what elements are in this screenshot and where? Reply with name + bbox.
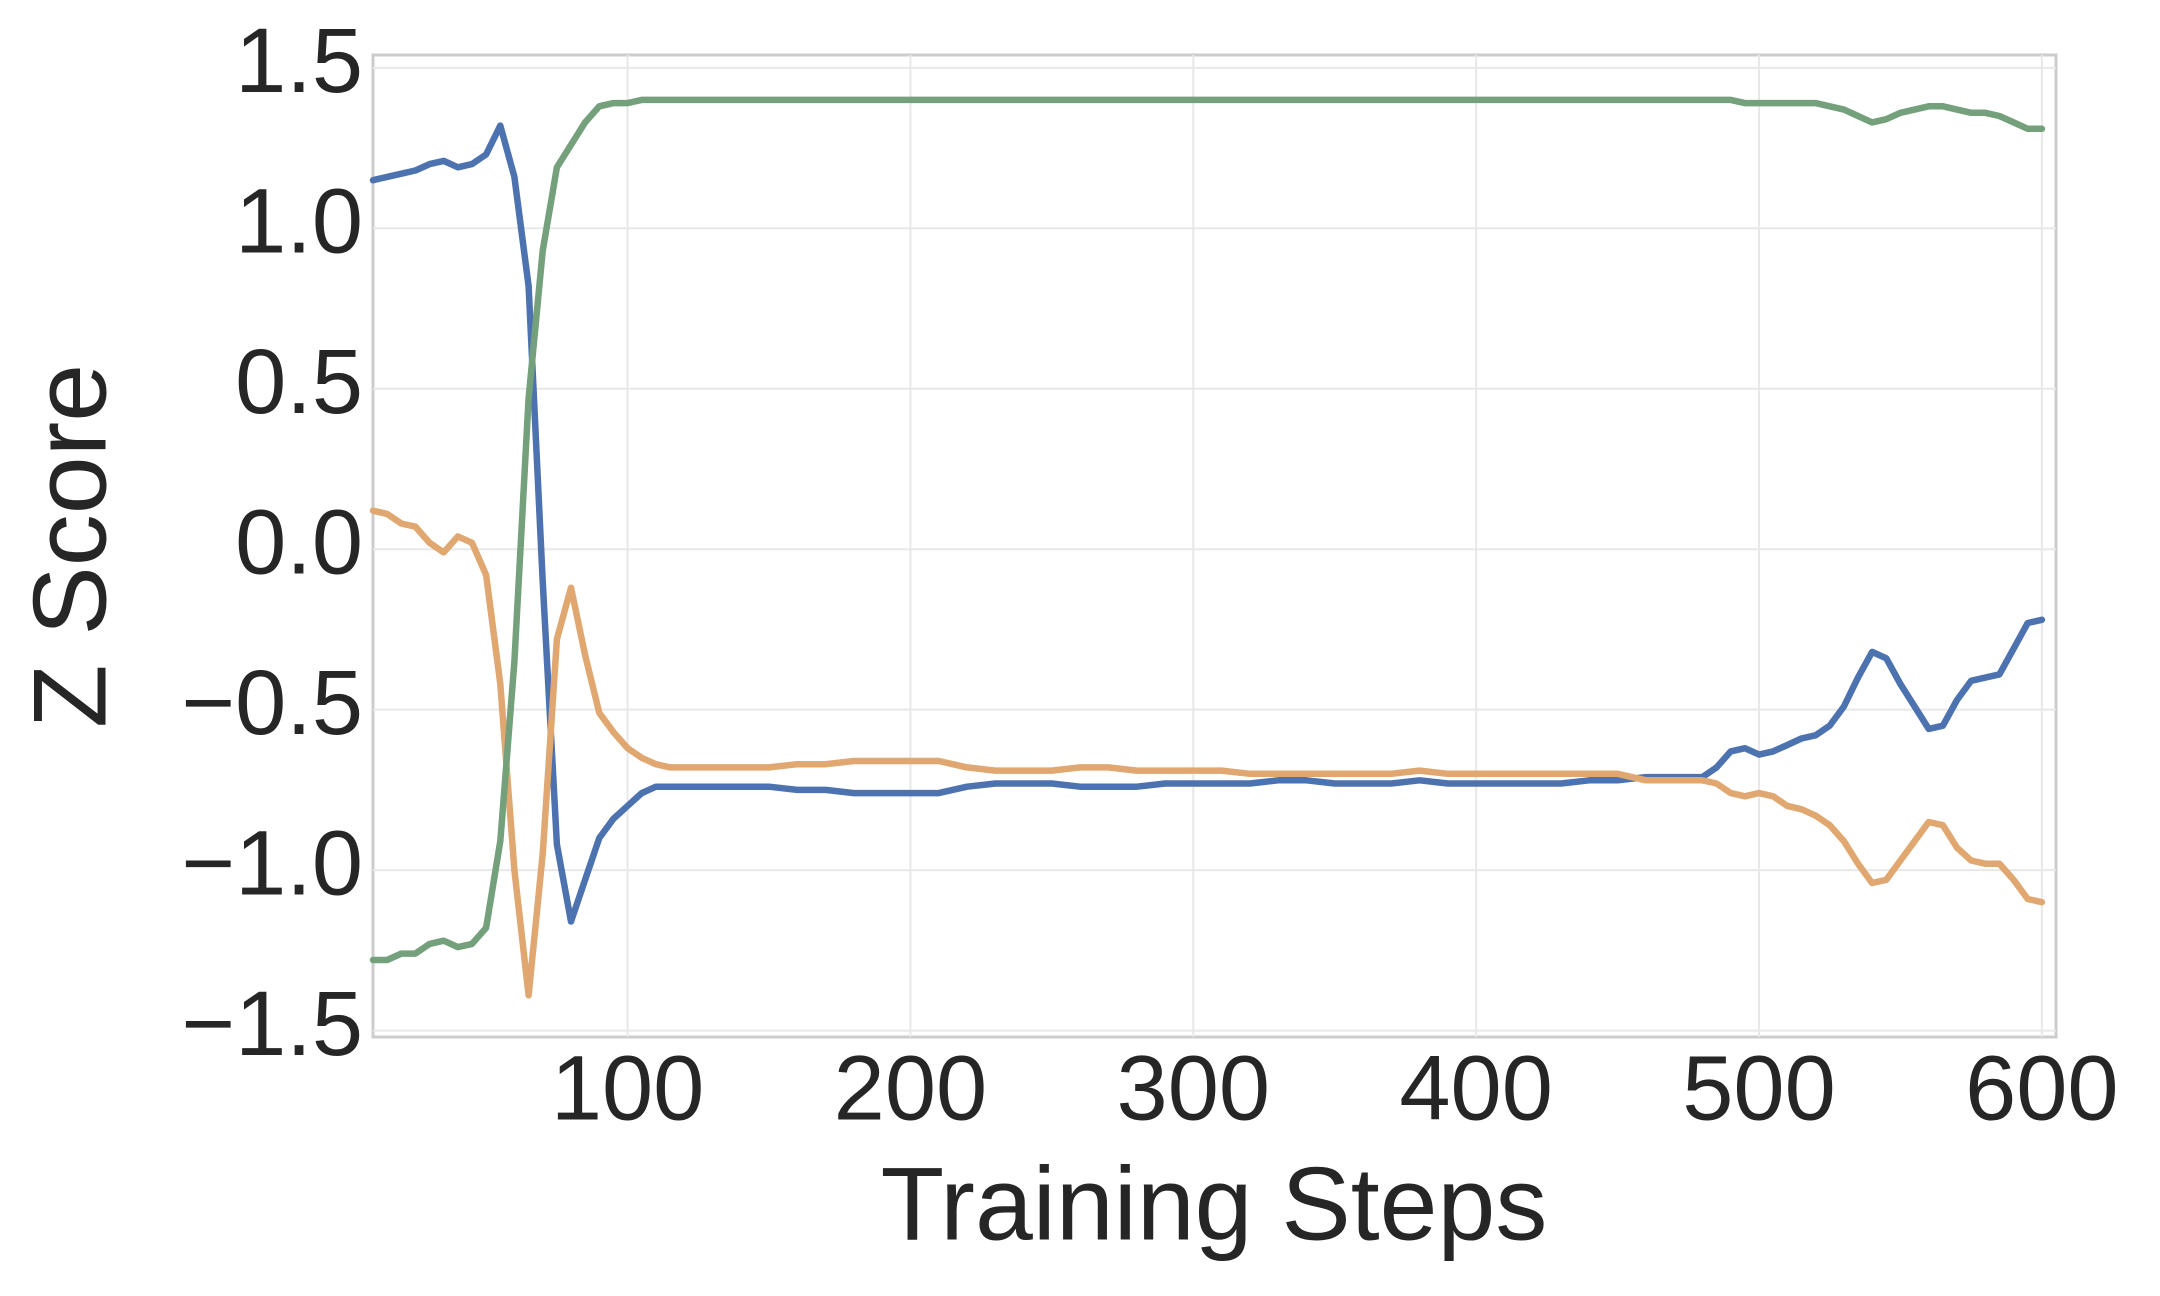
series-line xyxy=(369,507,2046,999)
plot-area xyxy=(371,53,2058,1039)
x-tick-label: 500 xyxy=(1682,1037,1836,1139)
y-tick-label: −1.5 xyxy=(181,973,363,1075)
y-tick-label: −0.5 xyxy=(181,652,363,754)
y-axis-label: Z Score xyxy=(12,364,128,728)
series-line xyxy=(369,96,2046,964)
x-tick-label: 600 xyxy=(1965,1037,2119,1139)
y-tick-label: 1.5 xyxy=(235,10,363,112)
y-tick-label: 0.5 xyxy=(235,331,363,433)
x-tick-label: 300 xyxy=(1117,1037,1271,1139)
y-tick-label: 0.0 xyxy=(235,492,363,594)
x-tick-label: 400 xyxy=(1399,1037,1553,1139)
x-tick-label: 200 xyxy=(834,1037,988,1139)
x-tick-label: 100 xyxy=(551,1037,705,1139)
y-tick-label: −1.0 xyxy=(181,812,363,914)
y-tick-label: 1.0 xyxy=(235,171,363,273)
x-axis-label: Training Steps xyxy=(881,1146,1548,1262)
series-line xyxy=(369,122,2046,925)
